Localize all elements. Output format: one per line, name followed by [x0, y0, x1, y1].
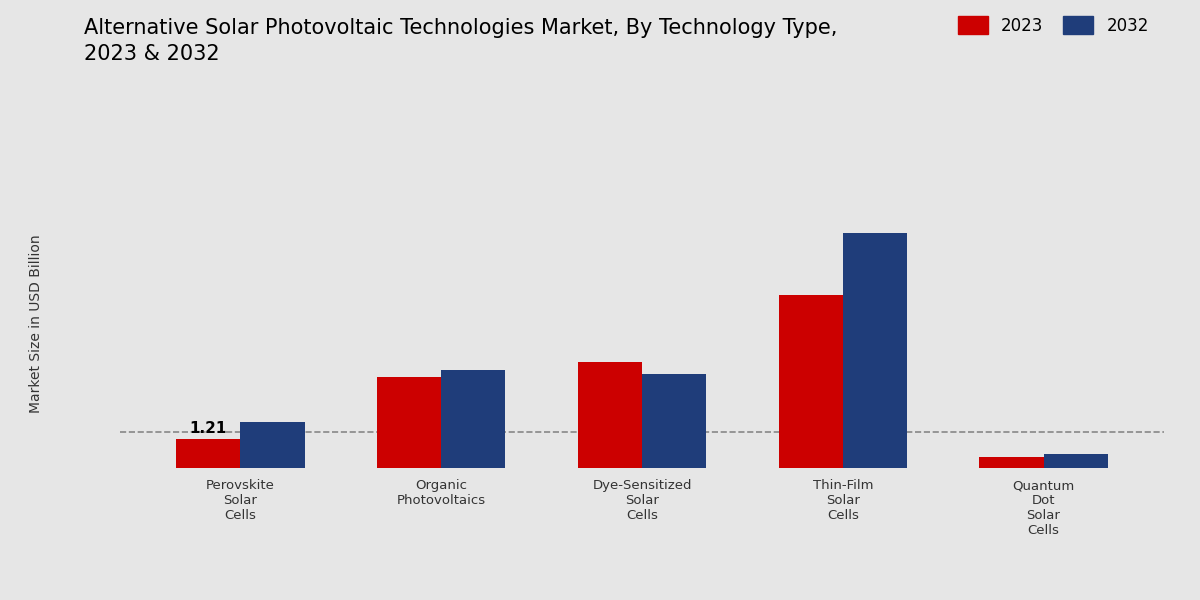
Bar: [442, 370, 505, 468]
Text: Market Size in USD Billion: Market Size in USD Billion: [29, 235, 43, 413]
Bar: [842, 233, 907, 468]
Bar: [779, 295, 842, 468]
Bar: [642, 374, 707, 468]
Bar: [176, 439, 240, 468]
Bar: [377, 377, 442, 468]
Legend: 2023, 2032: 2023, 2032: [950, 10, 1156, 41]
Bar: [577, 362, 642, 468]
Bar: [979, 457, 1044, 468]
Bar: [240, 422, 305, 468]
Bar: [1044, 454, 1108, 468]
Text: 1.21: 1.21: [190, 421, 227, 436]
Text: Alternative Solar Photovoltaic Technologies Market, By Technology Type,
2023 & 2: Alternative Solar Photovoltaic Technolog…: [84, 18, 838, 64]
